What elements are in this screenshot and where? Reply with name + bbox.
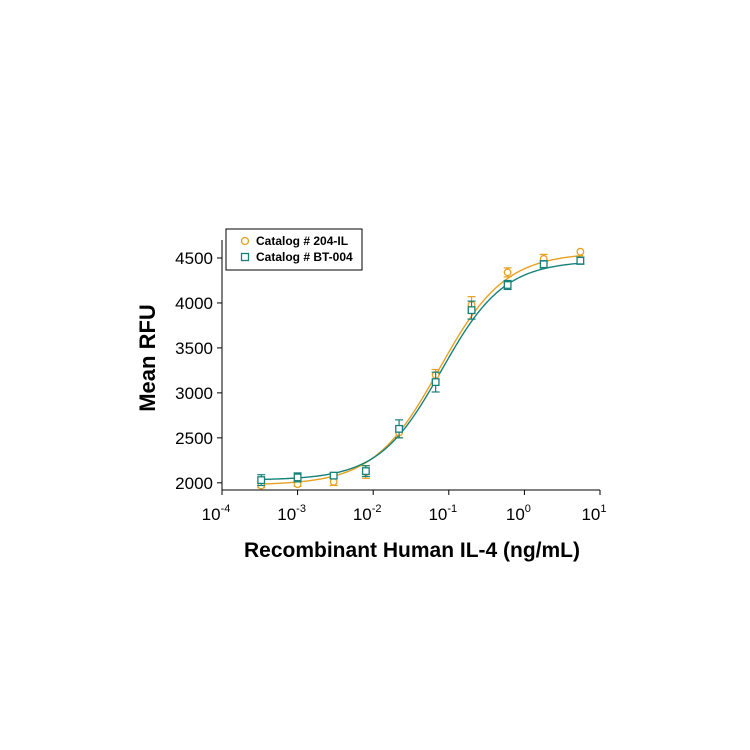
fit-curve-bt-004 (258, 262, 584, 481)
fit-curves (258, 254, 584, 485)
y-tick-label: 3500 (175, 339, 213, 358)
y-axis-title: Mean RFU (135, 304, 160, 412)
axis-ticks (217, 257, 601, 495)
data-point-bt-004 (293, 473, 302, 482)
x-tick-label: 10-1 (428, 503, 457, 524)
y-tick-label: 2500 (175, 429, 213, 448)
data-point-bt-004 (503, 281, 512, 289)
x-axis-title: Recombinant Human IL-4 (ng/mL) (244, 539, 580, 562)
data-point-bt-004 (257, 476, 266, 485)
x-tick-label: 10-2 (353, 503, 382, 524)
legend-label-204-il: Catalog # 204-IL (256, 234, 348, 248)
y-tick-label: 4000 (175, 294, 213, 313)
data-point-204-il (329, 477, 338, 486)
y-tick-label: 4500 (175, 249, 213, 268)
data-point-bt-004 (361, 467, 370, 476)
data-point-bt-004 (329, 471, 338, 480)
legend-box (225, 228, 363, 271)
data-point-204-il (503, 268, 512, 277)
y-tick-labels: 2000 2500 3000 3500 4000 4500 (175, 249, 213, 493)
x-tick-label: 100 (506, 503, 531, 524)
legend: Catalog # 204-IL Catalog # BT-004 (225, 228, 363, 271)
legend-marker-204-il (240, 236, 250, 246)
data-point-bt-004 (539, 260, 548, 269)
fit-curve-204-il (258, 254, 584, 485)
y-tick-label: 2000 (175, 474, 213, 493)
y-tick-label: 3000 (175, 384, 213, 403)
x-tick-label: 10-4 (202, 503, 231, 524)
x-tick-label: 10-3 (277, 503, 306, 524)
x-tick-labels: 10-4 10-3 10-2 10-1 100 101 (202, 503, 607, 524)
data-marks (257, 247, 585, 490)
data-point-204-il (576, 247, 585, 256)
data-point-bt-004 (431, 378, 440, 387)
data-point-bt-004 (395, 424, 404, 433)
x-tick-label: 101 (581, 503, 606, 524)
data-point-bt-004 (467, 306, 476, 315)
legend-marker-bt-004 (240, 252, 250, 262)
data-point-bt-004 (576, 256, 585, 265)
legend-label-bt-004: Catalog # BT-004 (256, 250, 353, 264)
